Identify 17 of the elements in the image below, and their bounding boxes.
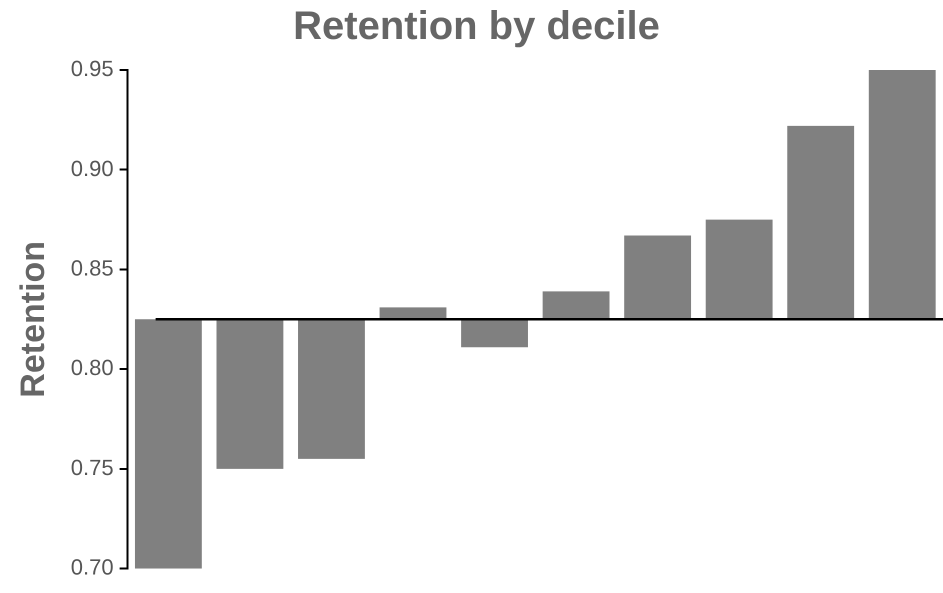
bar: [868, 70, 936, 320]
y-tick-label: 0.90: [70, 156, 114, 181]
y-tick-label: 0.95: [70, 56, 114, 82]
chart-title: Retention by decile: [293, 4, 660, 48]
y-tick-label: 0.70: [70, 554, 114, 580]
y-tick-label: 0.85: [70, 256, 114, 281]
y-tick-label: 0.80: [70, 355, 114, 380]
bar: [706, 220, 773, 320]
y-tick-label: 0.75: [70, 454, 114, 480]
bar: [787, 126, 854, 320]
bar: [134, 319, 202, 569]
y-axis-title: Retention: [14, 240, 52, 398]
bar: [216, 319, 284, 469]
bar: [542, 291, 610, 320]
bar: [624, 236, 692, 320]
bar: [461, 319, 528, 348]
bar: [298, 319, 365, 459]
